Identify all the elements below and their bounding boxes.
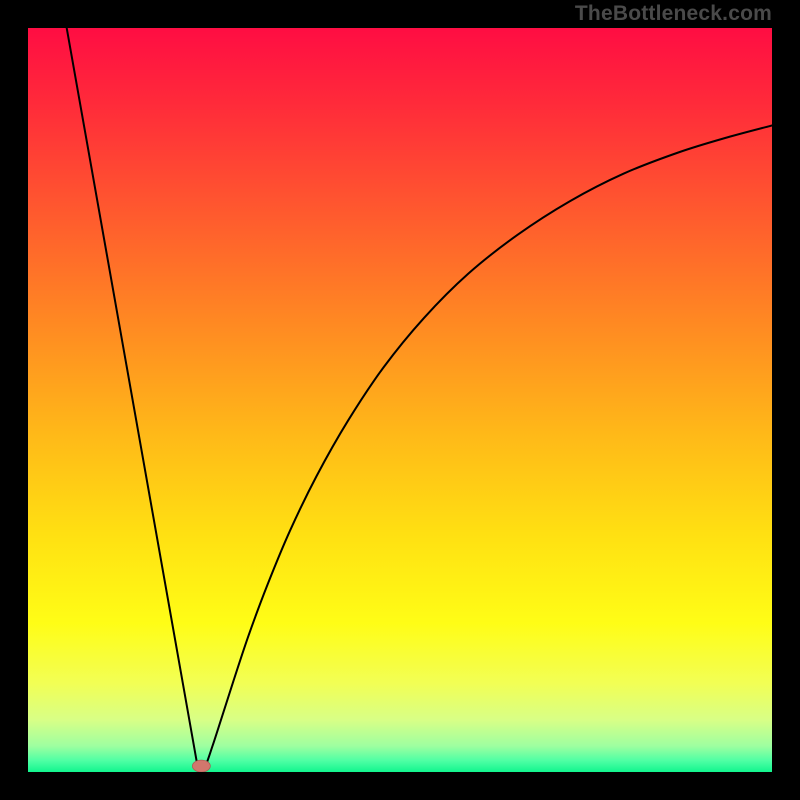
frame-left: [0, 0, 28, 800]
plot-area: [28, 28, 772, 772]
gradient-background: [28, 28, 772, 772]
frame-bottom: [0, 772, 800, 800]
plot-svg: [28, 28, 772, 772]
watermark-text: TheBottleneck.com: [575, 2, 772, 26]
frame-right: [772, 0, 800, 800]
dip-marker: [192, 760, 210, 772]
